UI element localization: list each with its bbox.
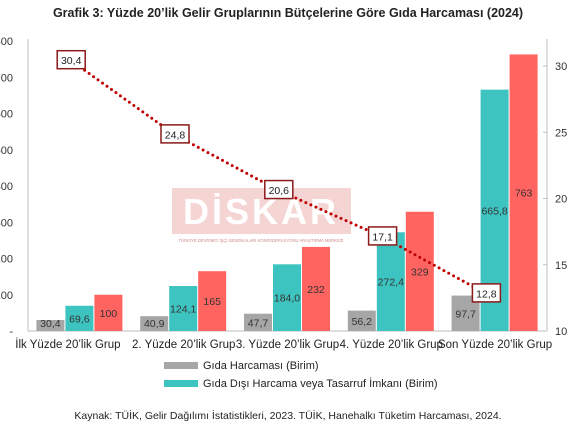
- legend-label: Gıda Dışı Harcama veya Tasarruf İmkanı (…: [203, 377, 438, 390]
- bar-value-label: 100: [100, 308, 118, 320]
- trend-line: 30,4 24,8 20,6 17,1 12,8: [56, 49, 502, 303]
- trend-label-box: [264, 179, 294, 200]
- bar-value-label: 40,9: [144, 318, 165, 330]
- right-tick-label: 25: [555, 127, 567, 139]
- legend-label: Gıda Harcaması (Birim): [203, 360, 319, 372]
- bar-value-label: 124,1: [170, 304, 196, 316]
- watermark: DİSKAR TÜRKİYE DEVRİMCİ İŞÇİ SENDİKALARI …: [172, 188, 351, 243]
- category-label: 3. Yüzde 20’lik Grup: [236, 339, 339, 351]
- bar-series-3-cat-4: [405, 211, 434, 331]
- trend-point-label: 17,1: [367, 226, 398, 246]
- bar-series-1-cat-4: [347, 310, 376, 331]
- left-tick-label: 700: [0, 72, 13, 84]
- right-axis: 10 15 20 25 30: [543, 39, 567, 338]
- bar-series-2-cat-4: [376, 232, 405, 331]
- watermark-subtitle: TÜRKİYE DEVRİMCİ İŞÇİ SENDİKALARI KONFED…: [179, 238, 344, 243]
- trend-label-box: [160, 124, 190, 144]
- category-label: 2. Yüzde 20’lik Grup: [132, 339, 235, 351]
- bar-value-label: 665,8: [481, 205, 507, 217]
- bar-value-label: 30,4: [40, 318, 61, 330]
- category-labels: İlk Yüzde 20’lik Grup 2. Yüzde 20’lik Gru…: [15, 338, 552, 351]
- bar-value-label: 69,6: [69, 313, 90, 325]
- bars: [36, 54, 538, 332]
- watermark-logo: [172, 188, 351, 234]
- bar-series-3-cat-5: [509, 54, 538, 331]
- bar-value-label: 184,0: [274, 293, 300, 305]
- bar-series-1-cat-1: [36, 319, 65, 331]
- bar-value-label: 56,2: [352, 316, 373, 328]
- trend-label-text: 20,6: [269, 185, 290, 197]
- right-tick-label: 15: [555, 260, 567, 272]
- trend-point-label: 12,8: [471, 283, 502, 303]
- left-tick-label: 100: [0, 290, 13, 302]
- bar-value-label: 329: [411, 266, 429, 278]
- bar-labels: 30,4 69,6 100 40,9 124,1 165 47,7 184,0 232 56,2 2…: [40, 188, 532, 330]
- bar-series-2-cat-2: [169, 286, 198, 331]
- left-tick-label: 800: [0, 36, 13, 48]
- left-tick-label: 200: [0, 254, 13, 266]
- legend: Gıda Harcaması (Birim) Gıda Dışı Harcama …: [164, 360, 438, 390]
- trend-label-text: 12,8: [476, 288, 497, 300]
- bar-series-2-cat-1: [65, 305, 94, 331]
- right-tick-label: 30: [555, 61, 567, 73]
- trend-point-label: 24,8: [160, 124, 190, 144]
- bar-series-3-cat-2: [198, 271, 227, 331]
- bar-series-1-cat-2: [140, 316, 169, 331]
- left-tick-label: 600: [0, 109, 13, 121]
- bar-series-2-cat-3: [273, 264, 301, 331]
- category-label: 4. Yüzde 20’lik Grup: [340, 339, 443, 351]
- left-tick-label: 500: [0, 145, 13, 157]
- bar-series-1-cat-3: [244, 313, 272, 331]
- bar-value-label: 232: [307, 284, 325, 296]
- bar-value-label: 47,7: [248, 317, 269, 329]
- bar-value-label: 763: [515, 188, 533, 200]
- trend-label-box: [56, 49, 86, 70]
- bar-series-3-cat-1: [94, 294, 123, 331]
- category-label: Son Yüzde 20’lik Grup: [438, 339, 552, 351]
- trend-label-text: 24,8: [165, 129, 186, 141]
- right-tick-label: 10: [555, 326, 567, 338]
- trend-label-box: [471, 283, 502, 303]
- trend-point-label: 20,6: [264, 179, 294, 200]
- left-tick-label: 400: [0, 181, 13, 193]
- watermark-logo-text: DİSKAR: [183, 191, 339, 232]
- category-label: İlk Yüzde 20’lik Grup: [15, 338, 120, 351]
- bar-value-label: 272,4: [378, 277, 404, 289]
- left-tick-label: -: [9, 326, 13, 338]
- bar-value-label: 97,7: [455, 308, 476, 320]
- trend-label-text: 30,4: [61, 55, 82, 67]
- legend-swatch: [164, 362, 198, 369]
- left-tick-label: 300: [0, 217, 13, 229]
- trend-point-label: 30,4: [56, 49, 86, 70]
- legend-swatch: [164, 380, 198, 387]
- right-tick-label: 20: [555, 194, 567, 206]
- trend-line-path: [69, 59, 488, 296]
- chart-title: Grafik 3: Yüzde 20’lik Gelir Gruplarının…: [53, 6, 523, 20]
- source-note: Kaynak: TÜİK, Gelir Dağılımı İstatistikl…: [74, 409, 501, 422]
- trend-label-box: [367, 226, 398, 246]
- bar-value-label: 165: [203, 296, 221, 308]
- trend-label-text: 17,1: [372, 231, 393, 243]
- bar-series-3-cat-3: [302, 246, 330, 331]
